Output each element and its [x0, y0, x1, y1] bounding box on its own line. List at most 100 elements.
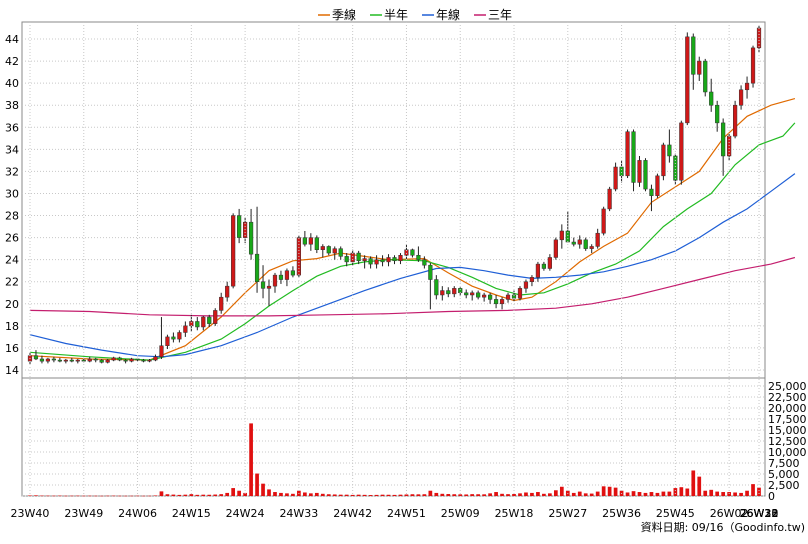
candle-body-85: [535, 263, 541, 278]
candle-body-67: [428, 264, 433, 280]
candle-body-5: [57, 359, 62, 362]
volume-bar-3: [46, 495, 50, 497]
volume-bar-4: [52, 495, 56, 497]
candle-body-83: [523, 281, 529, 289]
candle-body-51: [332, 248, 337, 254]
volume-bar-16: [123, 495, 128, 497]
x-tick-label-5: 24W33: [279, 507, 318, 520]
candle-body-97: [607, 188, 612, 210]
volume-bar-94: [589, 493, 594, 496]
candle-body-115: [715, 104, 720, 124]
x-tick-label-15: 26W21: [740, 507, 779, 520]
candle-body-61: [392, 257, 397, 262]
volume-tick-label-2: 5,000: [768, 468, 800, 481]
x-tick-label-1: 23W49: [64, 507, 103, 520]
candle-body-62: [398, 255, 403, 262]
volume-bar-76: [482, 494, 486, 496]
candle-body-47: [308, 237, 313, 245]
candle-body-113: [703, 60, 708, 93]
x-tick-label-4: 24W24: [226, 507, 265, 520]
candle-body-64: [410, 249, 415, 256]
volume-bar-2: [40, 495, 44, 497]
volume-bar-116: [721, 492, 726, 496]
candle-body-43: [284, 270, 290, 280]
candle-body-31: [213, 310, 218, 324]
candle-body-10: [87, 358, 92, 362]
candle-body-22: [159, 345, 164, 358]
volume-bar-64: [410, 494, 415, 496]
volume-bar-61: [392, 494, 397, 496]
volume-bar-28: [195, 494, 200, 496]
candle-body-50: [326, 246, 331, 254]
volume-bar-56: [362, 494, 367, 496]
volume-bar-69: [440, 493, 445, 496]
candle-body-92: [577, 239, 582, 245]
candle-body-93: [583, 239, 588, 249]
x-tick-label-9: 25W18: [495, 507, 534, 520]
candle-body-2: [39, 358, 45, 362]
volume-bar-32: [219, 494, 224, 496]
candle-body-102: [637, 160, 642, 183]
volume-bar-85: [536, 492, 540, 496]
volume-bar-65: [416, 494, 421, 496]
x-tick-label-2: 24W06: [118, 507, 157, 520]
candle-body-57: [368, 258, 373, 265]
volume-bar-27: [189, 494, 194, 496]
volume-bar-86: [542, 493, 546, 496]
legend-label-3: 三年: [488, 8, 512, 22]
volume-tick-label-0: 0: [768, 490, 775, 503]
candle-body-116: [721, 122, 726, 157]
volume-bar-102: [637, 492, 642, 496]
volume-bar-106: [661, 491, 666, 496]
x-tick-label-8: 25W09: [441, 507, 480, 520]
candle-body-103: [643, 160, 648, 190]
volume-tick-label-9: 22,500: [768, 391, 807, 404]
volume-bar-91: [571, 492, 576, 496]
candle-body-26: [183, 325, 188, 333]
volume-panel-frame: [21, 377, 766, 497]
candle-body-104: [649, 188, 654, 196]
x-tick-label-14: 26W12: [740, 507, 779, 520]
candle-body-21: [153, 356, 158, 361]
volume-tick-label-5: 12,500: [768, 435, 807, 448]
price-tick-label-7: 28: [5, 210, 19, 223]
volume-bar-88: [553, 490, 558, 496]
volume-bar-35: [237, 490, 241, 496]
x-tick-label-3: 24W15: [172, 507, 211, 520]
volume-bar-66: [422, 494, 427, 496]
volume-bar-113: [703, 490, 708, 496]
candle-body-88: [553, 239, 558, 258]
x-tick-label-11: 25W36: [602, 507, 641, 520]
volume-bar-20: [147, 495, 152, 497]
volume-bar-38: [255, 473, 259, 496]
x-tick-label-6: 24W42: [333, 507, 372, 520]
candle-body-3: [45, 358, 51, 362]
volume-bar-23: [165, 494, 170, 496]
volume-bar-42: [279, 492, 283, 496]
volume-bar-81: [512, 494, 516, 496]
candle-body-121: [750, 47, 756, 84]
ma-line-yearly: [29, 173, 796, 358]
volume-bar-55: [356, 494, 361, 496]
candle-body-70: [446, 290, 451, 295]
candle-body-25: [177, 332, 182, 340]
candle-body-111: [691, 36, 696, 75]
volume-bar-60: [386, 494, 391, 496]
volume-bar-74: [470, 494, 475, 496]
candle-body-48: [314, 237, 319, 250]
volume-bar-11: [93, 495, 98, 497]
candle-body-105: [655, 175, 660, 196]
price-tick-label-8: 30: [5, 187, 19, 200]
volume-bar-71: [452, 494, 457, 496]
volume-bar-59: [380, 494, 385, 496]
volume-bar-101: [631, 491, 636, 496]
x-tick-label-13: 26W02: [710, 507, 749, 520]
volume-bar-47: [308, 493, 313, 496]
legend-label-2: 年線: [436, 7, 460, 22]
volume-grid: 02,5005,0007,50010,00012,50015,00017,500…: [21, 377, 807, 503]
x-tick-label-10: 25W27: [548, 507, 587, 520]
volume-bars: [28, 423, 761, 497]
candle-body-18: [135, 358, 140, 361]
candle-body-78: [493, 299, 499, 305]
volume-bar-92: [577, 491, 582, 496]
